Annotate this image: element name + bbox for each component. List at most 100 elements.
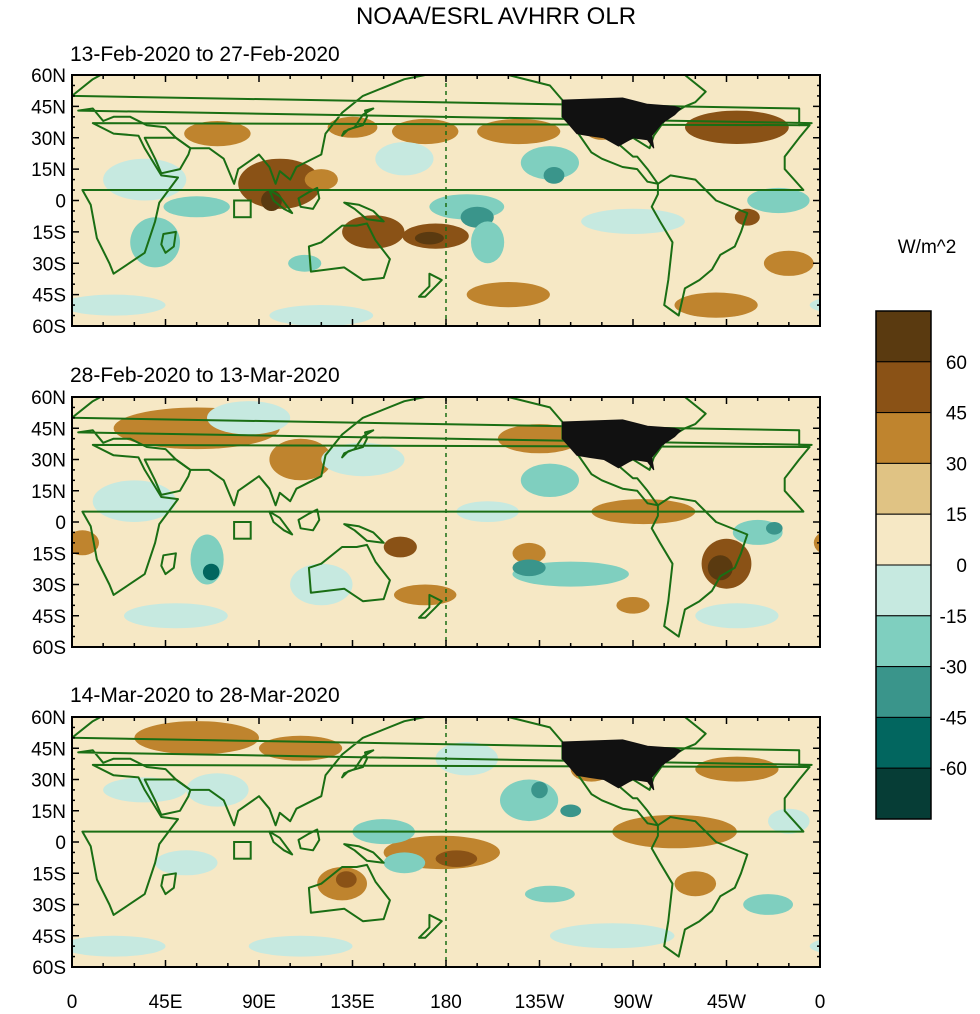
olr-anomaly (471, 221, 505, 264)
map-area (0, 351, 820, 647)
lat-label: 30S (32, 896, 66, 917)
coastline-new-guinea (343, 523, 385, 544)
olr-anomaly (512, 559, 546, 577)
colorbar-label: 45 (946, 404, 967, 425)
coastline-arabia (143, 458, 192, 496)
lat-label: 15N (31, 160, 66, 181)
olr-anomaly (72, 294, 166, 316)
coastline-south-america (650, 496, 749, 638)
olr-anomaly (186, 773, 249, 807)
maldives-box (233, 199, 252, 219)
coastline-new-guinea (343, 201, 385, 223)
olr-anomaly (375, 142, 434, 176)
olr-anomaly (707, 555, 733, 581)
olr-anomaly (321, 442, 405, 477)
olr-anomaly (466, 282, 550, 308)
coastline-africa (81, 122, 811, 275)
olr-anomaly (747, 187, 810, 214)
lat-label: 45N (31, 419, 66, 440)
lat-label: 30N (31, 129, 66, 150)
lat-label: 30S (32, 576, 66, 597)
lat-label: 45S (32, 927, 66, 948)
olr-anomaly (734, 208, 760, 226)
lat-label: 60S (32, 638, 66, 659)
coastline-africa (81, 763, 811, 916)
olr-anomaly (394, 584, 457, 606)
olr-anomaly (383, 536, 417, 558)
olr-anomaly (163, 196, 230, 218)
lat-label: 15S (32, 864, 66, 885)
colorbar-label: 60 (946, 353, 967, 374)
coastline-australia (307, 863, 391, 923)
map-area (0, 29, 820, 326)
colorbar-label: 0 (956, 556, 967, 577)
coastline-eurasia (72, 397, 813, 507)
usa-state-boundaries (561, 739, 682, 791)
olr-anomaly (269, 305, 374, 326)
usa-state-boundaries (561, 97, 682, 149)
lon-label: 45W (707, 992, 746, 1013)
olr-anomaly (184, 121, 251, 147)
olr-anomaly (531, 781, 548, 799)
colorbar-swatch (875, 666, 932, 718)
colorbar-swatch (875, 412, 932, 464)
olr-anomaly (525, 885, 575, 903)
lat-label: 45N (31, 97, 66, 118)
olr-anomaly (92, 480, 176, 522)
coastlines (0, 29, 813, 317)
colorbar-label: -15 (940, 607, 967, 628)
olr-anomaly (202, 563, 220, 581)
olr-anomaly (304, 169, 338, 191)
olr-anomaly (499, 779, 559, 822)
olr-anomaly (520, 463, 580, 497)
lon-label: 0 (67, 992, 78, 1013)
colorbar-title: W/m^2 (898, 237, 957, 258)
coastline-greenland (0, 351, 30, 397)
axis-ticks (71, 716, 821, 968)
lat-label: 15N (31, 482, 66, 503)
lat-label: 60N (31, 708, 66, 729)
axis-ticks (71, 74, 821, 327)
coastline-greenland (704, 717, 729, 718)
olr-anomaly (248, 935, 353, 957)
olr-anomaly (134, 721, 259, 755)
olr-anomaly (335, 871, 357, 888)
coastline-borneo (297, 828, 321, 852)
coastline-australia (307, 543, 391, 603)
olr-anomaly (743, 894, 793, 915)
colorbar: W/m^2 60 45 30 15 0 -15 -30 -45 -60 (875, 237, 967, 820)
olr-anomaly (813, 533, 820, 553)
maldives-box (233, 521, 252, 540)
coastline-arabia (143, 136, 192, 175)
colorbar-swatch (875, 767, 932, 820)
coastline-sumatra (268, 830, 294, 856)
lon-label: 135E (330, 992, 374, 1013)
coastline-eurasia (72, 717, 813, 827)
olr-anomaly (123, 603, 228, 629)
lon-label: 45E (149, 992, 183, 1013)
coastline-new-zealand (418, 593, 443, 619)
olr-anomaly (520, 146, 580, 180)
olr-anomaly (269, 438, 332, 481)
olr-anomaly (695, 756, 779, 782)
lat-label: 45S (32, 607, 66, 628)
coastline-greenland (704, 397, 729, 398)
lat-label: 15S (32, 223, 66, 244)
olr-anomaly (685, 110, 789, 144)
coastline-arabia (143, 778, 192, 816)
coastline-greenland (0, 29, 30, 75)
colorbar-swatch (875, 615, 932, 668)
coastline-new-guinea (343, 843, 385, 864)
usa-state-boundaries (561, 419, 682, 471)
olr-anomaly (766, 522, 783, 535)
colorbar-label: 30 (946, 454, 967, 475)
olr-anomaly (763, 250, 814, 276)
lat-label: 45N (31, 739, 66, 760)
coastline-japan (341, 749, 375, 779)
coastlines (0, 351, 813, 638)
colorbar-swatch (875, 564, 932, 617)
colorbar-swatch (875, 513, 932, 566)
coastline-south-america (650, 174, 749, 317)
